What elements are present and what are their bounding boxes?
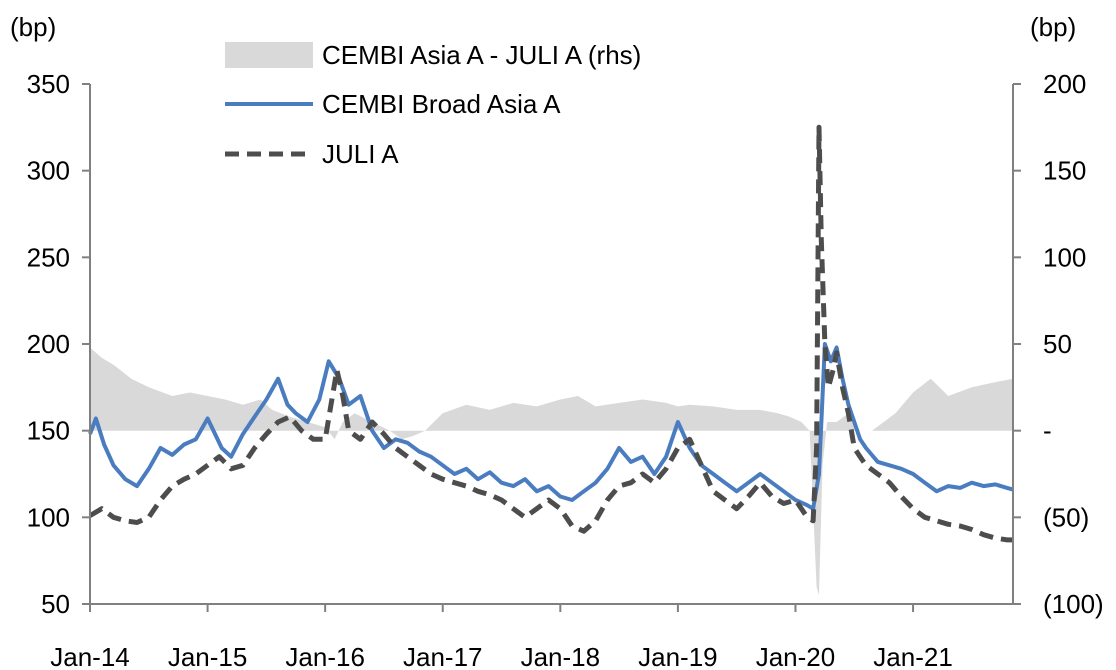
right-tick-label: 200: [1043, 69, 1086, 99]
left-tick-label: 100: [27, 502, 70, 532]
right-tick-label: 100: [1043, 242, 1086, 272]
x-tick-label: Jan-17: [403, 642, 483, 670]
x-tick-label: Jan-14: [50, 642, 130, 670]
right-axis-ticks: (100) (50) - 50 100 150 200: [1013, 69, 1104, 619]
legend-label-juli-line: JULI A: [322, 139, 399, 169]
x-tick-label: Jan-19: [638, 642, 718, 670]
right-tick-label: 150: [1043, 156, 1086, 186]
left-axis-unit-label: (bp): [10, 12, 56, 42]
x-tick-label: Jan-18: [521, 642, 601, 670]
axes-layer: [89, 84, 1014, 605]
x-tick-label: Jan-21: [873, 642, 953, 670]
legend-swatch-spread-area: [225, 42, 313, 68]
x-axis-ticks: Jan-14 Jan-15 Jan-16 Jan-17 Jan-18 Jan-19 Jan-…: [50, 604, 953, 670]
series-line-cembi: [88, 342, 1014, 511]
right-tick-label: (50): [1043, 502, 1089, 532]
left-axis-ticks: 50 100 150 200 250 300 350: [27, 69, 90, 619]
right-tick-label: -: [1043, 416, 1052, 446]
x-tick-label: Jan-16: [285, 642, 365, 670]
series-line-juli: [88, 124, 1013, 543]
x-tick-label: Jan-15: [168, 642, 248, 670]
legend-label-cembi-line: CEMBI Broad Asia A: [322, 89, 561, 119]
legend: CEMBI Asia A - JULI A (rhs) CEMBI Broad …: [225, 40, 641, 169]
left-tick-label: 350: [27, 69, 70, 99]
left-tick-label: 50: [41, 589, 70, 619]
line-layer: [88, 124, 1014, 543]
right-axis-unit-label: (bp): [1030, 12, 1076, 42]
right-tick-label: (100): [1043, 589, 1104, 619]
left-tick-label: 250: [27, 242, 70, 272]
left-tick-label: 200: [27, 329, 70, 359]
legend-label-spread-area: CEMBI Asia A - JULI A (rhs): [322, 40, 641, 70]
x-tick-label: Jan-20: [756, 642, 836, 670]
right-tick-label: 50: [1043, 329, 1072, 359]
left-tick-label: 300: [27, 156, 70, 186]
left-tick-label: 150: [27, 416, 70, 446]
